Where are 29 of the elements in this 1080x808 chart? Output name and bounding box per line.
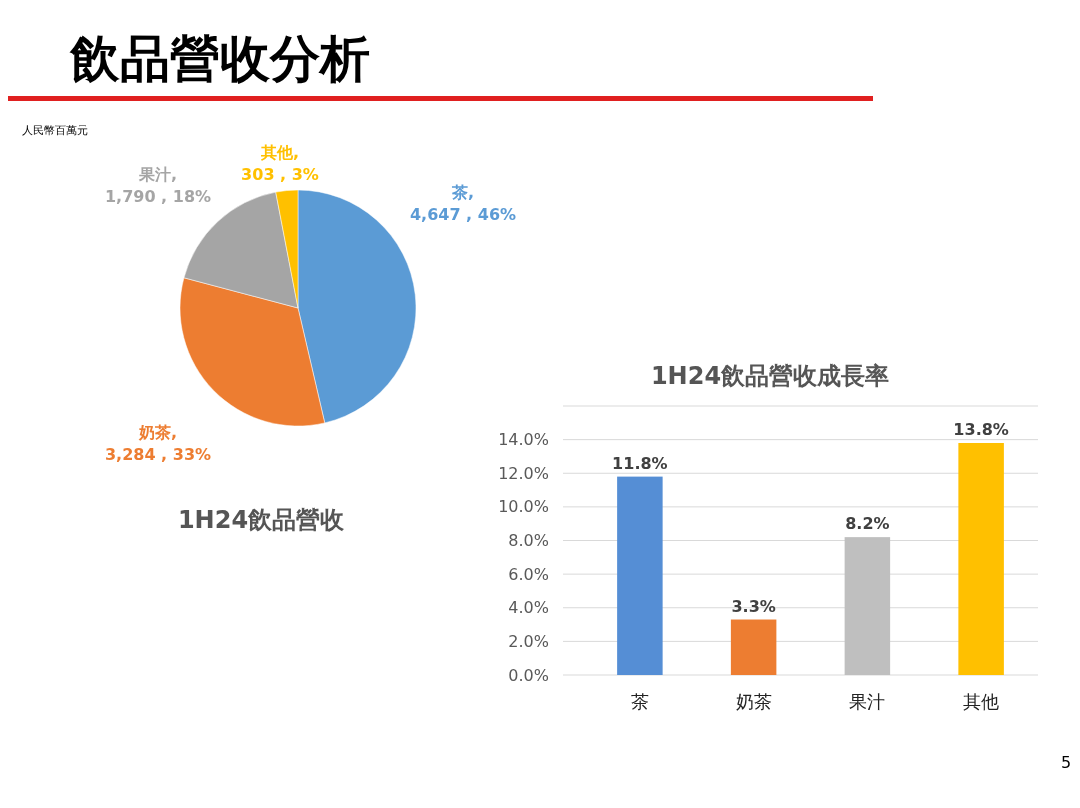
- y-tick-label: 2.0%: [508, 631, 549, 651]
- y-tick-label: 14.0%: [498, 430, 549, 450]
- y-tick-label: 4.0%: [508, 598, 549, 618]
- y-tick-label: 0.0%: [508, 665, 549, 685]
- chart-title: 1H24飲品營收成長率: [650, 362, 890, 390]
- x-tick-label: 茶: [630, 691, 649, 712]
- data-label: 8.2%: [845, 514, 890, 534]
- y-tick-label: 12.0%: [498, 463, 549, 483]
- slice-label: 其他: [260, 143, 293, 162]
- x-tick-label: 其他: [963, 691, 1000, 712]
- slice-label: 果汁: [138, 165, 171, 184]
- slice-label: 奶茶: [138, 423, 171, 442]
- slice-label: 茶: [451, 183, 468, 202]
- y-tick-label: 10.0%: [498, 497, 549, 517]
- x-tick-label: 奶茶: [735, 691, 772, 712]
- data-label: 13.8%: [953, 419, 1009, 439]
- data-label: 3.3%: [731, 596, 776, 616]
- y-tick-label: 8.0%: [508, 531, 549, 551]
- data-label: 11.8%: [612, 453, 668, 473]
- text: 飲品營收分析: [69, 29, 370, 88]
- bar: [958, 442, 1004, 675]
- x-tick-label: 果汁: [849, 691, 886, 712]
- bar: [617, 476, 663, 675]
- text: 1H24飲品營收: [177, 506, 346, 534]
- text: 5: [1060, 753, 1072, 772]
- y-tick-label: 6.0%: [508, 564, 549, 584]
- bar: [730, 619, 777, 675]
- bar: [844, 537, 891, 675]
- text: 人民幣百萬元: [22, 124, 88, 137]
